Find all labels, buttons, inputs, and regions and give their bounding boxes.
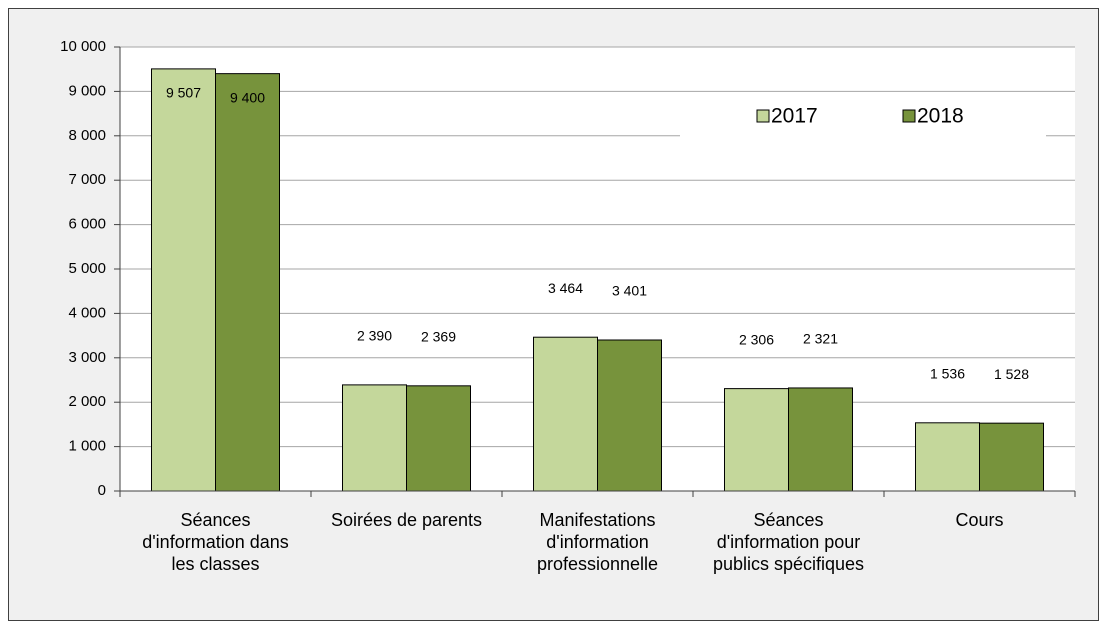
value-label: 2 369	[421, 329, 456, 345]
x-tick-label: Manifestations d'information professionn…	[536, 510, 659, 574]
value-label: 1 528	[994, 366, 1029, 382]
y-tick-label: 1 000	[68, 438, 106, 455]
value-label: 2 306	[739, 331, 774, 347]
bar	[788, 387, 853, 492]
bar	[342, 384, 407, 492]
y-tick-label: 5 000	[68, 260, 106, 277]
value-label: 1 536	[930, 366, 965, 382]
y-tick-label: 2 000	[68, 393, 106, 410]
y-tick-label: 10 000	[60, 38, 106, 55]
y-tick-label: 4 000	[68, 304, 106, 321]
y-tick-label: 6 000	[68, 216, 106, 233]
legend-label: 2018	[917, 105, 964, 128]
value-label: 9 507	[166, 85, 201, 101]
bar	[151, 68, 216, 492]
legend-box	[680, 95, 1046, 137]
x-tick-label: Séances d'information pour publics spéci…	[712, 510, 865, 574]
y-tick-label: 7 000	[68, 171, 106, 188]
legend-swatch	[756, 109, 770, 123]
legend-swatch	[902, 109, 916, 123]
value-label: 3 401	[612, 283, 647, 299]
bar	[915, 422, 980, 492]
bar	[724, 388, 789, 492]
value-label: 2 321	[803, 331, 838, 347]
y-tick-label: 9 000	[68, 82, 106, 99]
x-tick-label: Soirées de parents	[330, 510, 483, 530]
value-label: 2 390	[357, 328, 392, 344]
x-tick-label: Cours	[955, 510, 1004, 530]
bar	[597, 339, 662, 492]
bar	[406, 385, 471, 492]
bar	[533, 336, 598, 492]
y-tick-label: 3 000	[68, 349, 106, 366]
y-tick-label: 8 000	[68, 127, 106, 144]
bar	[979, 422, 1044, 492]
x-tick-label: Séances d'information dans les classes	[142, 510, 289, 574]
value-label: 3 464	[548, 280, 583, 296]
y-tick-label: 0	[98, 482, 106, 499]
legend-label: 2017	[771, 105, 818, 128]
value-label: 9 400	[230, 89, 265, 105]
bar	[215, 73, 280, 492]
